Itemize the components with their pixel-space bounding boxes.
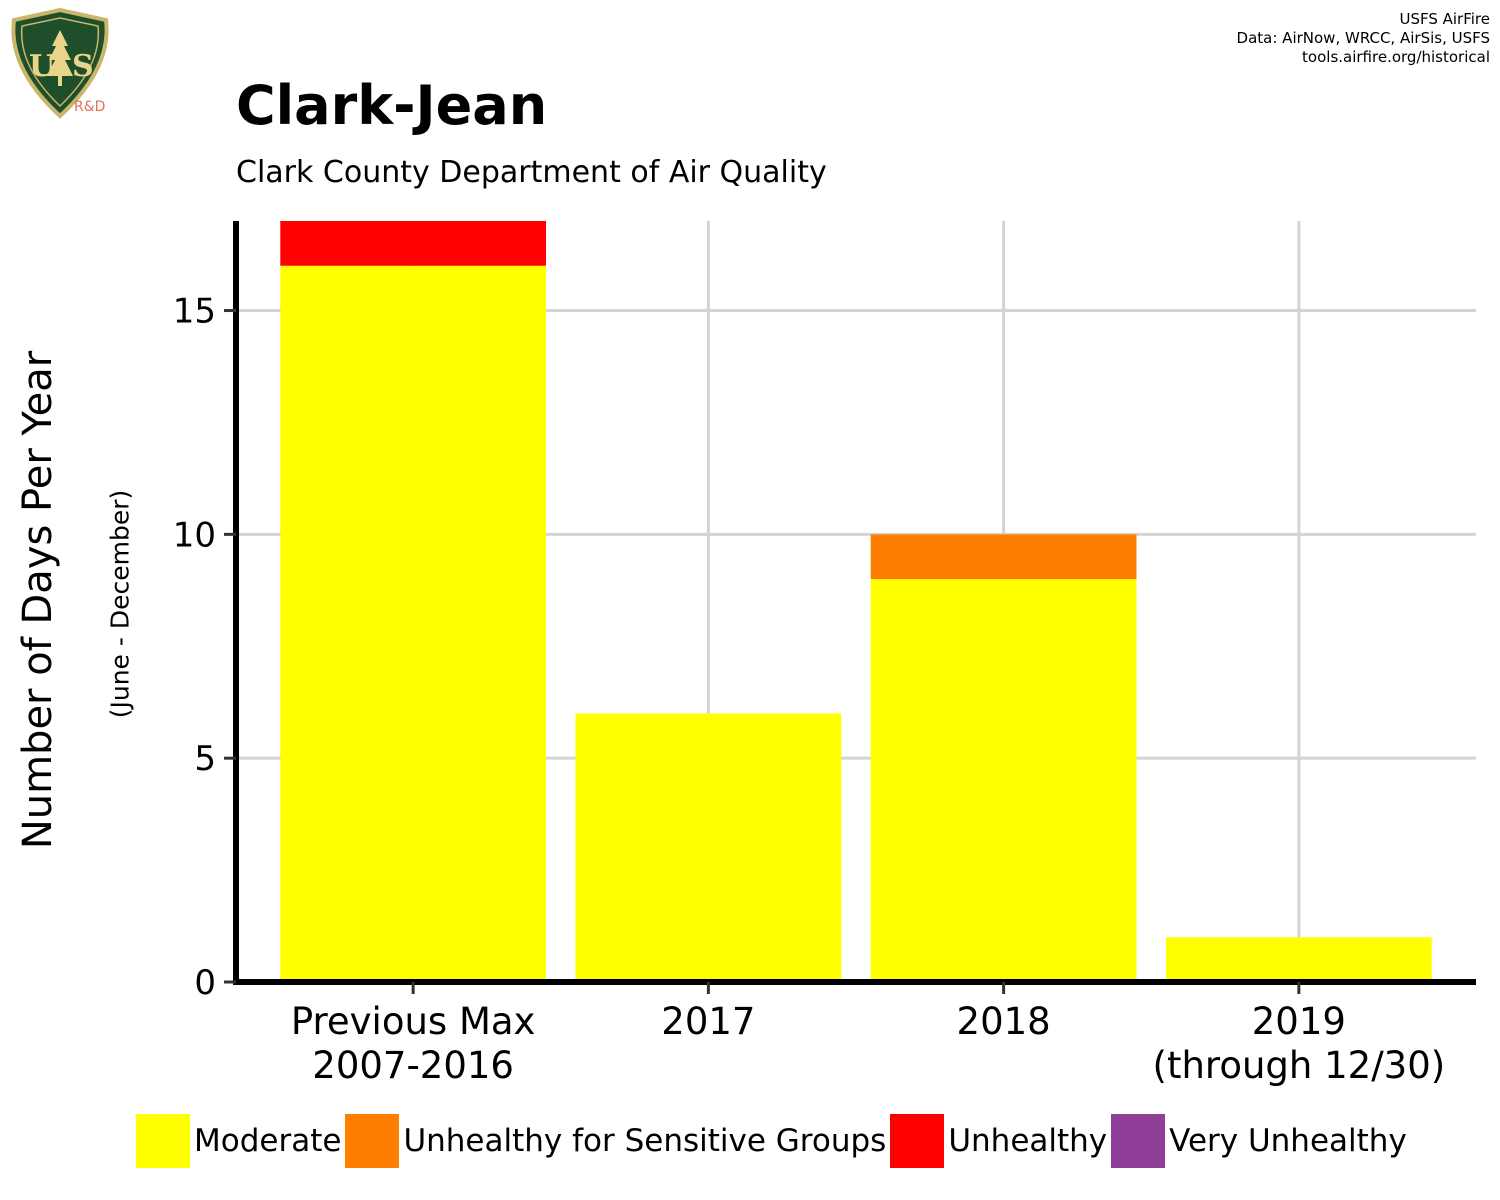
credit-line: USFS AirFire: [1399, 10, 1490, 28]
legend-item: Very Unhealthy: [1111, 1114, 1411, 1168]
svg-text:S: S: [72, 49, 94, 84]
legend-item: Unhealthy for Sensitive Groups: [345, 1114, 890, 1168]
credit-line: tools.airfire.org/historical: [1302, 48, 1490, 66]
legend-swatch: [136, 1114, 190, 1168]
legend-item: Unhealthy: [890, 1114, 1111, 1168]
x-tick-label: Previous Max: [291, 1000, 536, 1043]
y-tick-label: 15: [173, 292, 216, 332]
bar-segment: [870, 534, 1137, 580]
bar-segment: [575, 713, 842, 982]
x-tick-label: 2018: [957, 1000, 1051, 1043]
legend: Moderate Unhealthy for Sensitive Groups Un…: [136, 1114, 1411, 1168]
logo-rd-label: R&D: [74, 99, 106, 115]
x-tick-label: 2007-2016: [312, 1044, 514, 1087]
x-tick-label: (through 12/30): [1153, 1044, 1446, 1087]
legend-swatch: [345, 1114, 400, 1168]
bar-segment: [870, 579, 1137, 982]
bar-segment: [280, 265, 546, 982]
legend-swatch: [1111, 1114, 1166, 1168]
svg-text:U: U: [29, 49, 55, 84]
y-tick-label: 0: [194, 963, 216, 1003]
y-tick-label: 10: [173, 515, 216, 555]
bar-segment: [280, 221, 546, 266]
x-tick-label: 2017: [661, 1000, 755, 1043]
legend-label: Unhealthy for Sensitive Groups: [403, 1123, 887, 1159]
chart-subtitle: Clark County Department of Air Quality: [236, 155, 827, 190]
legend-label: Very Unhealthy: [1169, 1123, 1407, 1159]
legend-swatch: [890, 1114, 945, 1168]
legend-label: Unhealthy: [948, 1123, 1108, 1159]
credit-line: Data: AirNow, WRCC, AirSis, USFS: [1236, 29, 1490, 47]
credits: USFS AirFire Data: AirNow, WRCC, AirSis,…: [1237, 10, 1490, 67]
legend-item: Moderate: [136, 1114, 345, 1168]
x-tick-label: 2019: [1252, 1000, 1346, 1043]
chart-title: Clark-Jean: [236, 74, 548, 137]
forest-service-shield-logo: U S: [11, 8, 109, 119]
legend-label: Moderate: [194, 1123, 342, 1159]
bar-segment: [1166, 937, 1432, 982]
y-tick-label: 5: [194, 739, 216, 779]
